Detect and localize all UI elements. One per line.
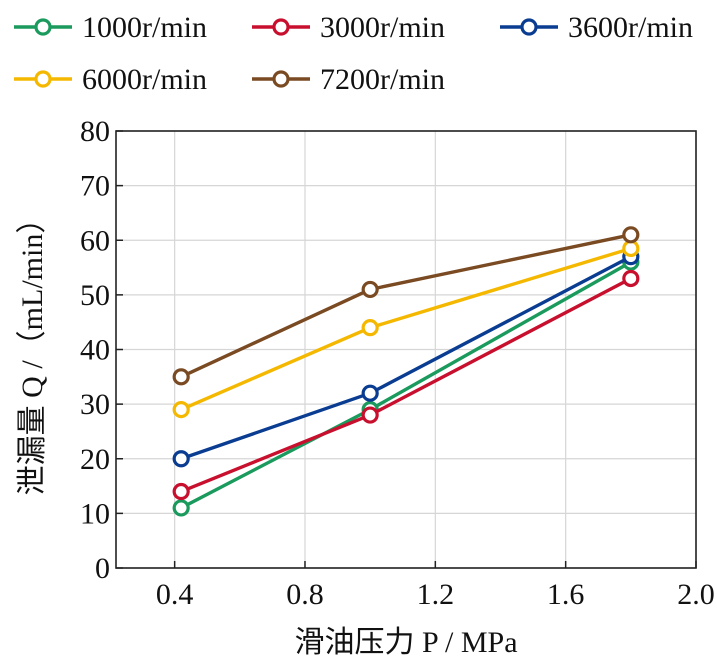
- data-point: [172, 400, 190, 419]
- data-point: [172, 368, 190, 386]
- legend: 1000r/min 3000r/min 3600r/min 6000r/min 7200…: [14, 11, 693, 96]
- data-point: [172, 499, 190, 517]
- x-tick-label: 0.4: [156, 578, 194, 611]
- y-tick-label: 40: [80, 334, 110, 367]
- y-tick-label: 0: [95, 552, 110, 585]
- x-tick-label: 2.0: [677, 578, 715, 611]
- legend-marker: [520, 18, 538, 36]
- y-tick-label: 10: [80, 497, 110, 530]
- series-1000r/min: [172, 253, 640, 517]
- x-axis-label: 滑油压力 P / MPa: [294, 626, 517, 659]
- y-tick-label: 20: [80, 443, 110, 476]
- legend-item: 3000r/min: [252, 11, 445, 44]
- data-point: [622, 226, 640, 244]
- legend-label: 6000r/min: [82, 63, 207, 96]
- y-tick-label: 30: [80, 388, 110, 421]
- y-tick-label: 50: [80, 279, 110, 312]
- series-3600r/min: [172, 248, 640, 468]
- legend-item: 7200r/min: [252, 63, 445, 96]
- legend-marker: [34, 70, 52, 88]
- series-7200r/min: [172, 226, 640, 386]
- legend-item: 3600r/min: [500, 11, 693, 44]
- series-3000r/min: [172, 269, 640, 501]
- legend-label: 3000r/min: [320, 11, 445, 44]
- legend-marker: [272, 70, 290, 88]
- y-tick-label: 60: [80, 224, 110, 257]
- legend-label: 1000r/min: [82, 11, 207, 44]
- series-line: [180, 255, 632, 461]
- y-tick-label: 80: [80, 115, 110, 148]
- series-line: [180, 246, 632, 412]
- data-point: [622, 269, 640, 288]
- series-6000r/min: [172, 239, 640, 419]
- series-line: [180, 276, 632, 494]
- legend-label: 7200r/min: [320, 63, 445, 96]
- legend-item: 1000r/min: [14, 11, 207, 44]
- x-tick-label: 0.8: [286, 578, 324, 611]
- grid: [116, 130, 697, 569]
- data-point: [361, 280, 379, 299]
- series-line: [180, 233, 632, 379]
- data-point: [172, 450, 190, 468]
- series-line: [180, 260, 632, 510]
- data-point: [361, 384, 379, 402]
- series-layer: [172, 226, 640, 517]
- data-point: [172, 482, 190, 501]
- legend-marker: [272, 18, 290, 36]
- x-tick-label: 1.6: [547, 578, 585, 611]
- y-tick-label: 70: [80, 170, 110, 203]
- x-tick-label: 1.2: [417, 578, 455, 611]
- legend-label: 3600r/min: [568, 11, 693, 44]
- data-point: [361, 319, 379, 337]
- y-axis-label: 泄漏量 Q /（mL/min）: [16, 204, 49, 496]
- data-point: [361, 406, 379, 424]
- legend-item: 6000r/min: [14, 63, 207, 96]
- axis-ticks: 0.4 0.8 1.2 1.6 2.0 0 10 20 30 40 50 60 70 80: [80, 115, 715, 611]
- data-point: [622, 239, 640, 258]
- legend-marker: [34, 18, 52, 36]
